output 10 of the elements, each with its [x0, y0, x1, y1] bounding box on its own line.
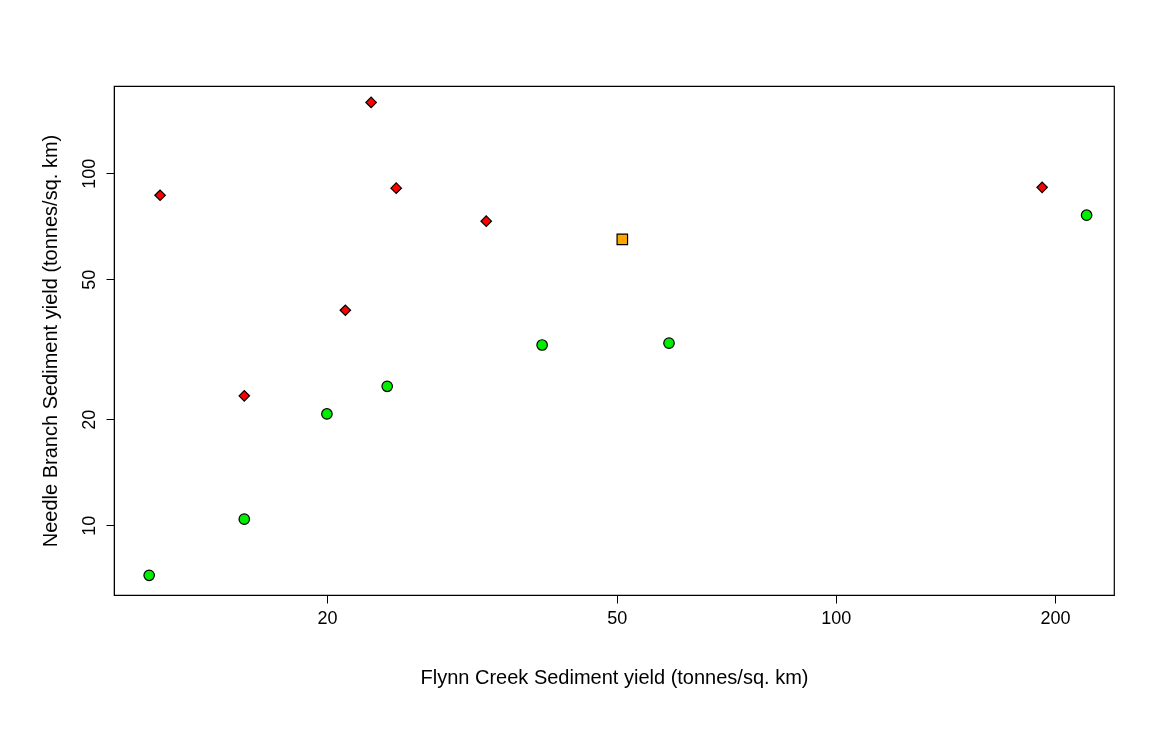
- x-tick-label: 20: [317, 607, 338, 628]
- x-tick-label: 50: [607, 607, 628, 628]
- x-axis-title: Flynn Creek Sediment yield (tonnes/sq. km): [420, 665, 809, 688]
- y-tick-label: 100: [78, 158, 99, 189]
- y-axis-title: Needle Branch Sediment yield (tonnes/sq. km): [38, 134, 61, 548]
- y-tick-label: 10: [78, 515, 99, 536]
- x-tick-label: 100: [821, 607, 852, 628]
- y-tick-label: 20: [78, 409, 99, 430]
- y-tick-label: 50: [78, 269, 99, 290]
- x-tick-label: 200: [1040, 607, 1071, 628]
